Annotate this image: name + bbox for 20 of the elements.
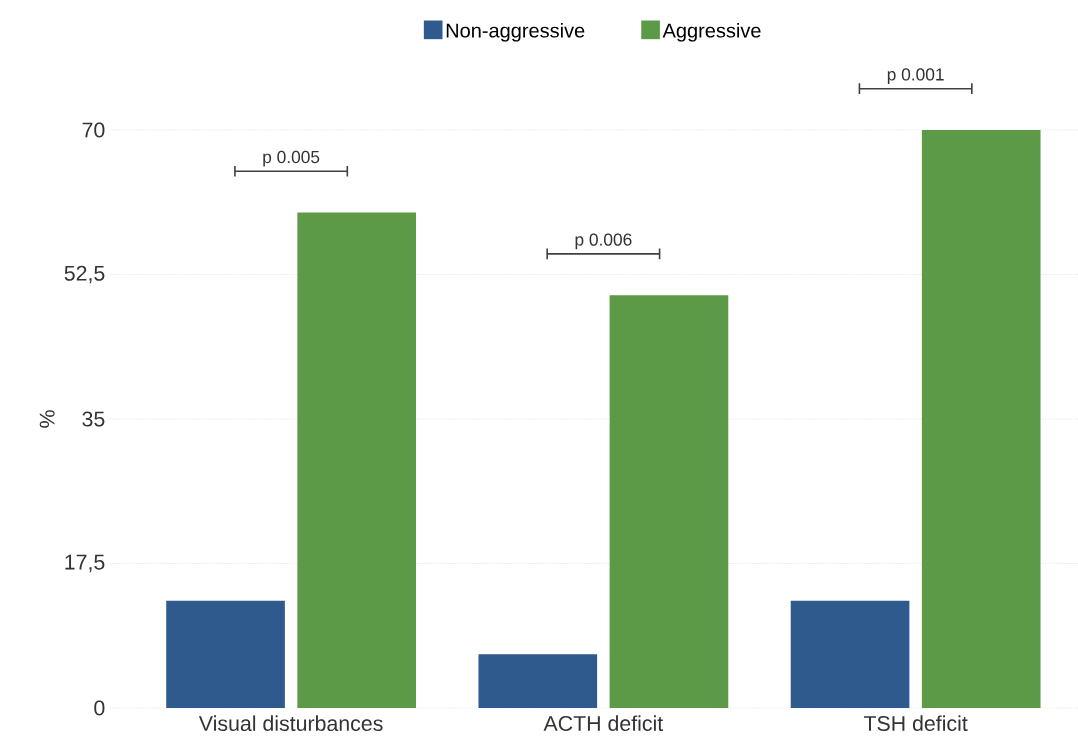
x-tick-label: Visual disturbances [198,715,383,732]
legend-label: Non-aggressive [446,22,585,42]
x-tick-label: ACTH deficit [543,715,664,732]
bar [478,654,598,708]
y-tick-label: 17,5 [65,554,105,573]
y-tick-label: 52,5 [64,265,105,284]
annotation: p 0.005 [263,150,320,167]
annotation: p 0.006 [575,233,632,250]
y-tick-label: 0 [94,700,105,716]
x-tick-label: TSH deficit [863,715,968,732]
bar [297,212,417,708]
bar [790,600,910,708]
bar [921,129,1041,708]
y-tick-label: 70 [82,122,105,138]
legend-label: Aggressive [662,22,761,42]
y-axis-title: % [39,410,55,428]
text: p 0.001 [887,68,944,84]
bar [166,600,285,708]
bar [609,295,729,708]
y-tick-label: 35 [82,411,105,427]
